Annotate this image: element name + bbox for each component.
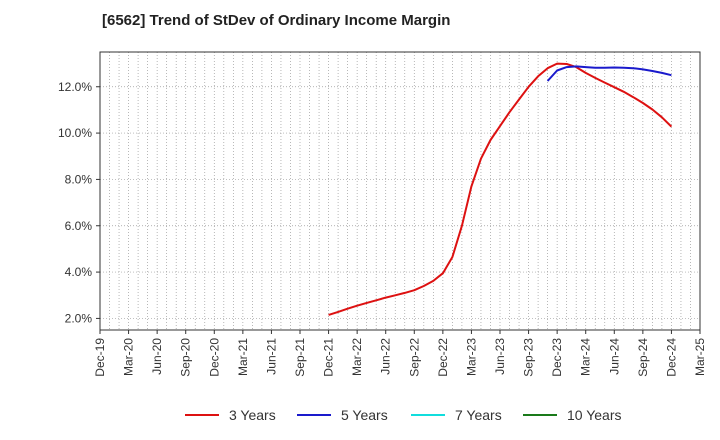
x-tick-label: Jun-22 xyxy=(379,338,393,375)
legend-item: 7 Years xyxy=(411,404,502,426)
y-tick-label: 4.0% xyxy=(65,265,93,279)
legend-item: 3 Years xyxy=(185,404,276,426)
x-tick-label: Dec-19 xyxy=(93,338,107,377)
legend-label: 5 Years xyxy=(341,407,388,423)
y-tick-label: 6.0% xyxy=(65,219,93,233)
legend-item: 5 Years xyxy=(297,404,388,426)
x-tick-label: Mar-25 xyxy=(693,338,707,376)
y-tick-label: 2.0% xyxy=(65,311,93,325)
chart-title: [6562] Trend of StDev of Ordinary Income… xyxy=(102,12,451,29)
plot-frame xyxy=(99,51,701,331)
x-tick-label: Jun-24 xyxy=(607,338,621,375)
legend-swatch xyxy=(185,414,219,416)
legend-swatch xyxy=(523,414,557,416)
x-tick-label: Dec-23 xyxy=(550,338,564,377)
legend-label: 3 Years xyxy=(229,407,276,423)
y-tick-label: 8.0% xyxy=(65,172,93,186)
x-tick-label: Sep-20 xyxy=(179,338,193,377)
legend-item: 10 Years xyxy=(523,404,622,426)
legend-label: 10 Years xyxy=(567,407,622,423)
y-tick-label: 12.0% xyxy=(58,80,92,94)
x-tick-label: Dec-21 xyxy=(322,338,336,377)
y-tick-label: 10.0% xyxy=(58,126,92,140)
x-tick-label: Sep-21 xyxy=(293,338,307,377)
legend-label: 7 Years xyxy=(455,407,502,423)
x-tick-label: Sep-24 xyxy=(636,338,650,377)
x-tick-label: Dec-20 xyxy=(207,338,221,377)
x-tick-label: Mar-20 xyxy=(122,338,136,376)
x-tick-label: Jun-23 xyxy=(493,338,507,375)
x-tick-label: Mar-22 xyxy=(350,338,364,376)
x-tick-label: Sep-22 xyxy=(407,338,421,377)
x-tick-label: Mar-21 xyxy=(236,338,250,376)
x-tick-label: Mar-24 xyxy=(579,338,593,376)
line-chart: 2.0% 4.0% 6.0% 8.0% 10.0% 12.0% Dec-19 Mar-20 Ju… xyxy=(58,51,707,377)
x-tick-label: Dec-22 xyxy=(436,338,450,377)
legend-swatch xyxy=(411,414,445,416)
x-tick-label: Mar-23 xyxy=(464,338,478,376)
x-tick-label: Dec-24 xyxy=(664,338,678,377)
x-tick-label: Jun-20 xyxy=(150,338,164,375)
legend-swatch xyxy=(297,414,331,416)
x-tick-label: Sep-23 xyxy=(522,338,536,377)
series-line-5-years xyxy=(546,65,672,82)
chart-legend: 3 Years 5 Years 7 Years 10 Years xyxy=(0,404,720,426)
series-line-3-years xyxy=(328,62,673,316)
x-tick-label: Jun-21 xyxy=(264,338,278,375)
